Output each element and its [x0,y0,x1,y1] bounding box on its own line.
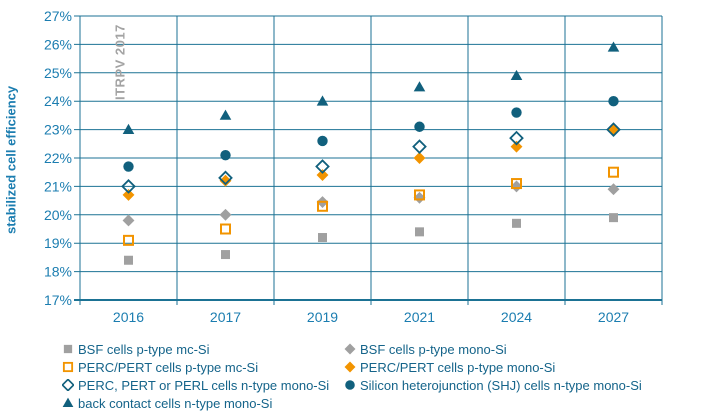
legend-item: PERC/PERT cells p-type mono-Si [344,358,642,376]
y-axis-title: stabilized cell efficiency [3,85,19,235]
data-point [344,343,356,355]
data-point [219,109,232,120]
triangle-filled-icon [62,397,74,408]
y-tick-label: 25% [44,65,72,81]
legend-column-right: BSF cells p-type mono-Si PERC/PERT cells … [344,340,642,394]
legend-label: back contact cells n-type mono-Si [78,395,273,411]
y-tick-label: 17% [44,292,72,308]
legend-label: BSF cells p-type mc-Si [78,341,210,357]
data-point [510,69,523,81]
legend-column-left: BSF cells p-type mc-Si PERC/PERT cells p-… [62,340,329,412]
data-point [608,166,619,178]
watermark-label: ITRPV 2017 [112,24,128,100]
x-tick-label: 2021 [404,309,435,325]
data-point [607,41,620,52]
data-point [123,234,134,246]
x-tick-label: 2024 [501,309,532,325]
diamond-filled-icon [344,361,356,373]
series-5 [123,96,619,172]
data-point [414,189,425,201]
chart-plot-area: 17% 18% 19% 20% 21% 22% 23% 24% 25% 26% 27% 2016 201… [44,8,663,325]
data-point [415,227,424,237]
diamond-open-icon [62,379,74,391]
y-tick-label: 21% [44,178,72,194]
data-point [511,107,522,118]
legend-label: PERC/PERT cells p-type mono-Si [360,359,556,375]
data-point [608,96,619,107]
data-point [124,255,133,265]
data-point [315,159,330,174]
y-tick-label: 18% [44,264,72,280]
legend-label: PERC/PERT cells p-type mc-Si [78,359,259,375]
data-point [220,149,231,161]
data-point [345,380,355,390]
data-point [413,81,426,92]
y-tick-label: 27% [44,8,72,24]
x-tick-label: 2016 [113,309,144,325]
data-point [62,361,74,373]
series-2 [123,166,619,246]
data-point [509,130,524,146]
data-point [63,344,73,354]
legend-item: back contact cells n-type mono-Si [62,394,329,412]
data-point [219,208,232,221]
data-point [607,183,620,196]
legend-label: BSF cells p-type mono-Si [360,341,507,357]
x-tick-label: 2017 [210,309,241,325]
data-point [317,135,328,147]
y-tick-label: 23% [44,122,72,138]
data-point [510,180,523,193]
data-point [122,214,135,227]
y-tick-label: 22% [44,150,72,166]
data-point [318,233,327,243]
data-point [219,174,232,187]
x-tick-label: 2019 [307,309,338,325]
series-0 [124,213,618,265]
x-tick-label: 2027 [598,309,629,325]
data-point [512,218,521,228]
data-point [316,169,329,181]
data-point [122,123,135,134]
data-point [62,379,74,391]
square-filled-icon [63,344,73,354]
data-point [414,121,425,132]
data-point [220,223,231,235]
data-point [62,397,74,408]
legend-item: PERC, PERT or PERL cells n-type mono-Si [62,376,329,394]
y-tick-label: 24% [44,93,72,109]
y-tick-label: 19% [44,235,72,251]
legend-item: PERC/PERT cells p-type mc-Si [62,358,329,376]
data-point [218,170,233,186]
circle-filled-icon [345,380,355,390]
data-point [511,178,522,190]
legend-item: BSF cells p-type mono-Si [344,340,642,358]
data-point [344,361,356,373]
data-point [510,140,523,153]
data-point [606,122,621,137]
legend-label: PERC, PERT or PERL cells n-type mono-Si [78,377,330,393]
series-6 [122,41,620,134]
y-tick-label: 26% [44,36,72,52]
legend-item: Silicon heterojunction (SHJ) cells n-typ… [344,376,642,394]
square-open-icon [62,361,74,373]
data-point [607,123,620,136]
data-point [121,179,136,194]
data-point [122,188,135,201]
legend-item: BSF cells p-type mc-Si [62,340,329,358]
data-point [316,95,329,106]
y-tick-label: 20% [44,207,72,223]
data-point [317,200,328,212]
legend-label: Silicon heterojunction (SHJ) cells n-typ… [360,377,642,393]
series-4 [121,122,621,194]
diamond-filled-icon [344,343,356,355]
data-point [609,213,618,223]
data-point [123,161,134,172]
data-point [412,139,427,154]
data-point [221,250,230,260]
